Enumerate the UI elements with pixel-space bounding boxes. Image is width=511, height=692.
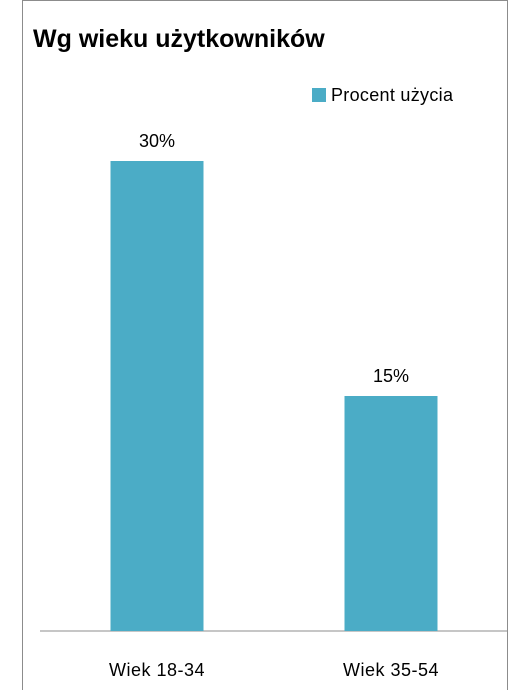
bar-2 bbox=[344, 396, 438, 631]
chart-frame bbox=[22, 0, 508, 690]
value-labels-group: 30% 15% bbox=[139, 131, 409, 386]
legend-label: Procent użycia bbox=[331, 84, 454, 105]
chart-legend: Procent użycia bbox=[312, 84, 453, 106]
bar-value-label-1: 30% bbox=[139, 131, 175, 151]
bars-group bbox=[110, 161, 438, 631]
legend-swatch bbox=[312, 88, 326, 102]
bar-1 bbox=[110, 161, 204, 631]
category-labels-group: Wiek 18-34 Wiek 35-54 bbox=[109, 660, 439, 680]
chart-title: Wg wieku użytkowników bbox=[33, 25, 325, 53]
category-label-2: Wiek 35-54 bbox=[343, 660, 439, 680]
bar-value-label-2: 15% bbox=[373, 366, 409, 386]
category-label-1: Wiek 18-34 bbox=[109, 660, 205, 680]
